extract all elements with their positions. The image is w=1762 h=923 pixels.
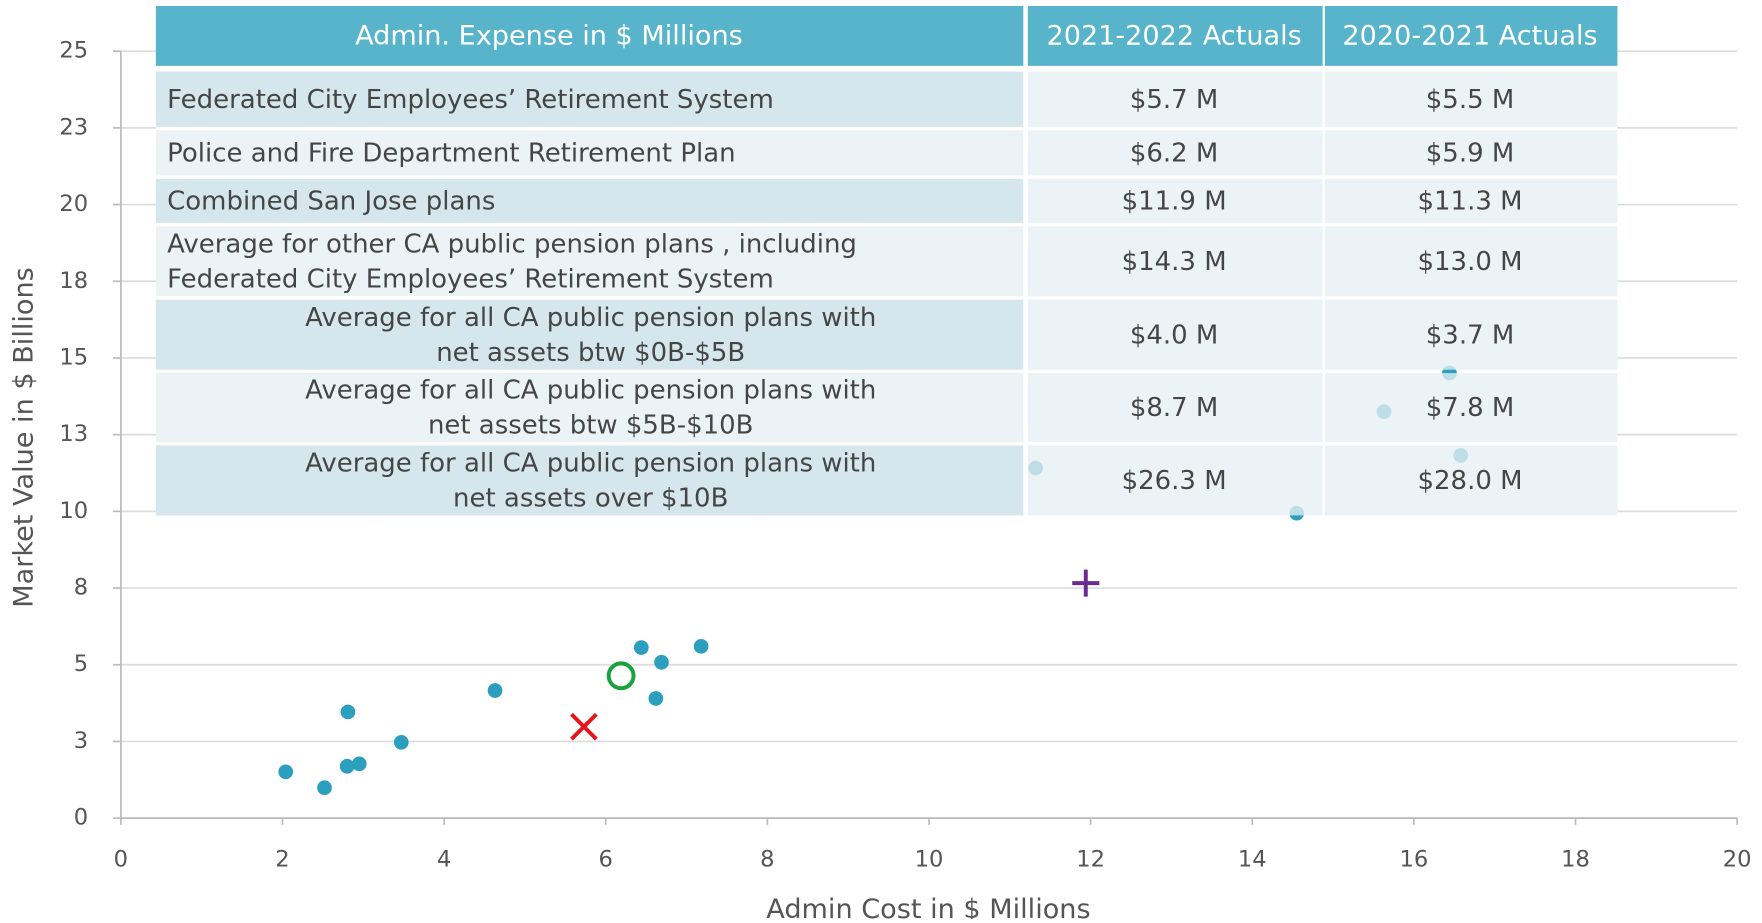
cell-value: $5.7 M (1130, 85, 1218, 115)
row-label: net assets btw $5B-$10B (428, 411, 754, 441)
x-tick-label: 4 (437, 846, 451, 872)
x-tick-label: 10 (915, 846, 944, 872)
point (339, 758, 355, 774)
x-axis-label: Admin Cost in $ Millions (766, 894, 1090, 919)
row-label: Average for all CA public pension plans … (305, 449, 876, 479)
point (1072, 569, 1100, 597)
x-tick-label: 2 (275, 846, 289, 872)
y-axis-label: Market Value in $ Billions (8, 267, 39, 607)
x-tick-label: 16 (1400, 846, 1429, 872)
cell-value: $13.0 M (1418, 247, 1523, 277)
row-label: net assets btw $0B-$5B (436, 338, 745, 368)
label-cell (155, 373, 1024, 442)
cell-value: $11.9 M (1122, 186, 1227, 216)
cell-value: $28.0 M (1418, 466, 1523, 496)
value-cell (1324, 299, 1618, 370)
point (570, 712, 598, 741)
value-cell (1324, 226, 1618, 297)
label-cell (155, 226, 1024, 297)
row-label: Average for other CA public pension plan… (167, 229, 857, 259)
y-tick-label: 13 (59, 421, 88, 447)
point (693, 638, 709, 654)
value-cell (1027, 71, 1323, 127)
x-tick-label: 6 (599, 846, 613, 872)
y-tick-label: 5 (74, 651, 88, 677)
value-cell (1027, 178, 1323, 223)
label-cell (155, 299, 1024, 370)
header-cell (1027, 6, 1323, 66)
header-text: Admin. Expense in $ Millions (355, 21, 743, 52)
cell-value: $14.3 M (1122, 247, 1227, 277)
y-tick-label: 18 (59, 268, 88, 294)
point (317, 780, 332, 796)
y-tick-label: 10 (59, 498, 88, 524)
cell-value: $11.3 M (1418, 186, 1523, 216)
cell-value: $26.3 M (1122, 466, 1227, 496)
label-cell (155, 130, 1024, 176)
point (393, 734, 409, 750)
value-cell (1324, 445, 1618, 516)
point (654, 654, 669, 670)
value-cell (1324, 373, 1618, 442)
y-tick-label: 0 (74, 805, 88, 831)
header-text: 2020-2021 Actuals (1342, 21, 1597, 52)
point (487, 683, 503, 698)
cell-value: $8.7 M (1130, 393, 1218, 423)
cell-value: $5.9 M (1426, 138, 1514, 168)
row-label: Federated City Employees’ Retirement Sys… (167, 85, 774, 115)
point (606, 661, 636, 691)
row-label: Average for all CA public pension plans … (305, 303, 876, 333)
value-cell (1027, 130, 1323, 176)
row-label: Federated City Employees’ Retirement Sys… (167, 264, 774, 294)
value-cell (1324, 178, 1618, 223)
x-tick-label: 0 (114, 846, 128, 872)
row-label: Police and Fire Department Retirement Pl… (167, 138, 735, 168)
y-tick-label: 25 (59, 38, 88, 64)
cell-value: $7.8 M (1426, 393, 1514, 423)
value-cell (1027, 226, 1323, 297)
label-cell (155, 71, 1024, 127)
x-tick-label: 8 (760, 846, 774, 872)
value-cell (1324, 130, 1618, 176)
header-cell (155, 6, 1024, 66)
y-tick-label: 15 (59, 344, 88, 370)
header-text: 2021-2022 Actuals (1046, 21, 1301, 52)
x-tick-label: 20 (1723, 846, 1752, 872)
y-tick-label: 3 (74, 728, 88, 754)
y-tick-label: 23 (59, 114, 88, 140)
row-label: net assets over $10B (453, 484, 728, 514)
y-tick-label: 20 (59, 191, 88, 217)
point (278, 764, 294, 780)
row-label: Combined San Jose plans (167, 186, 495, 216)
point (633, 640, 649, 655)
row-label: Average for all CA public pension plans … (305, 376, 876, 406)
cell-value: $5.5 M (1426, 85, 1514, 115)
value-cell (1324, 71, 1618, 127)
y-tick-label: 8 (74, 575, 88, 601)
header-cell (1324, 6, 1618, 66)
table: Admin. Expense in $ Millions 2021-2022 Ac… (155, 6, 1618, 516)
cell-value: $3.7 M (1426, 320, 1514, 350)
cell-value: $4.0 M (1130, 320, 1218, 350)
point (648, 691, 664, 706)
cell-value: $6.2 M (1130, 138, 1218, 168)
point (351, 756, 367, 772)
x-tick-label: 12 (1076, 846, 1105, 872)
value-cell (1027, 299, 1323, 370)
label-cell (155, 445, 1024, 516)
x-tick-label: 14 (1238, 846, 1267, 872)
x-tick-label: 18 (1561, 846, 1590, 872)
label-cell (155, 178, 1024, 223)
value-cell (1027, 445, 1323, 516)
value-cell (1027, 373, 1323, 442)
point (340, 704, 356, 720)
